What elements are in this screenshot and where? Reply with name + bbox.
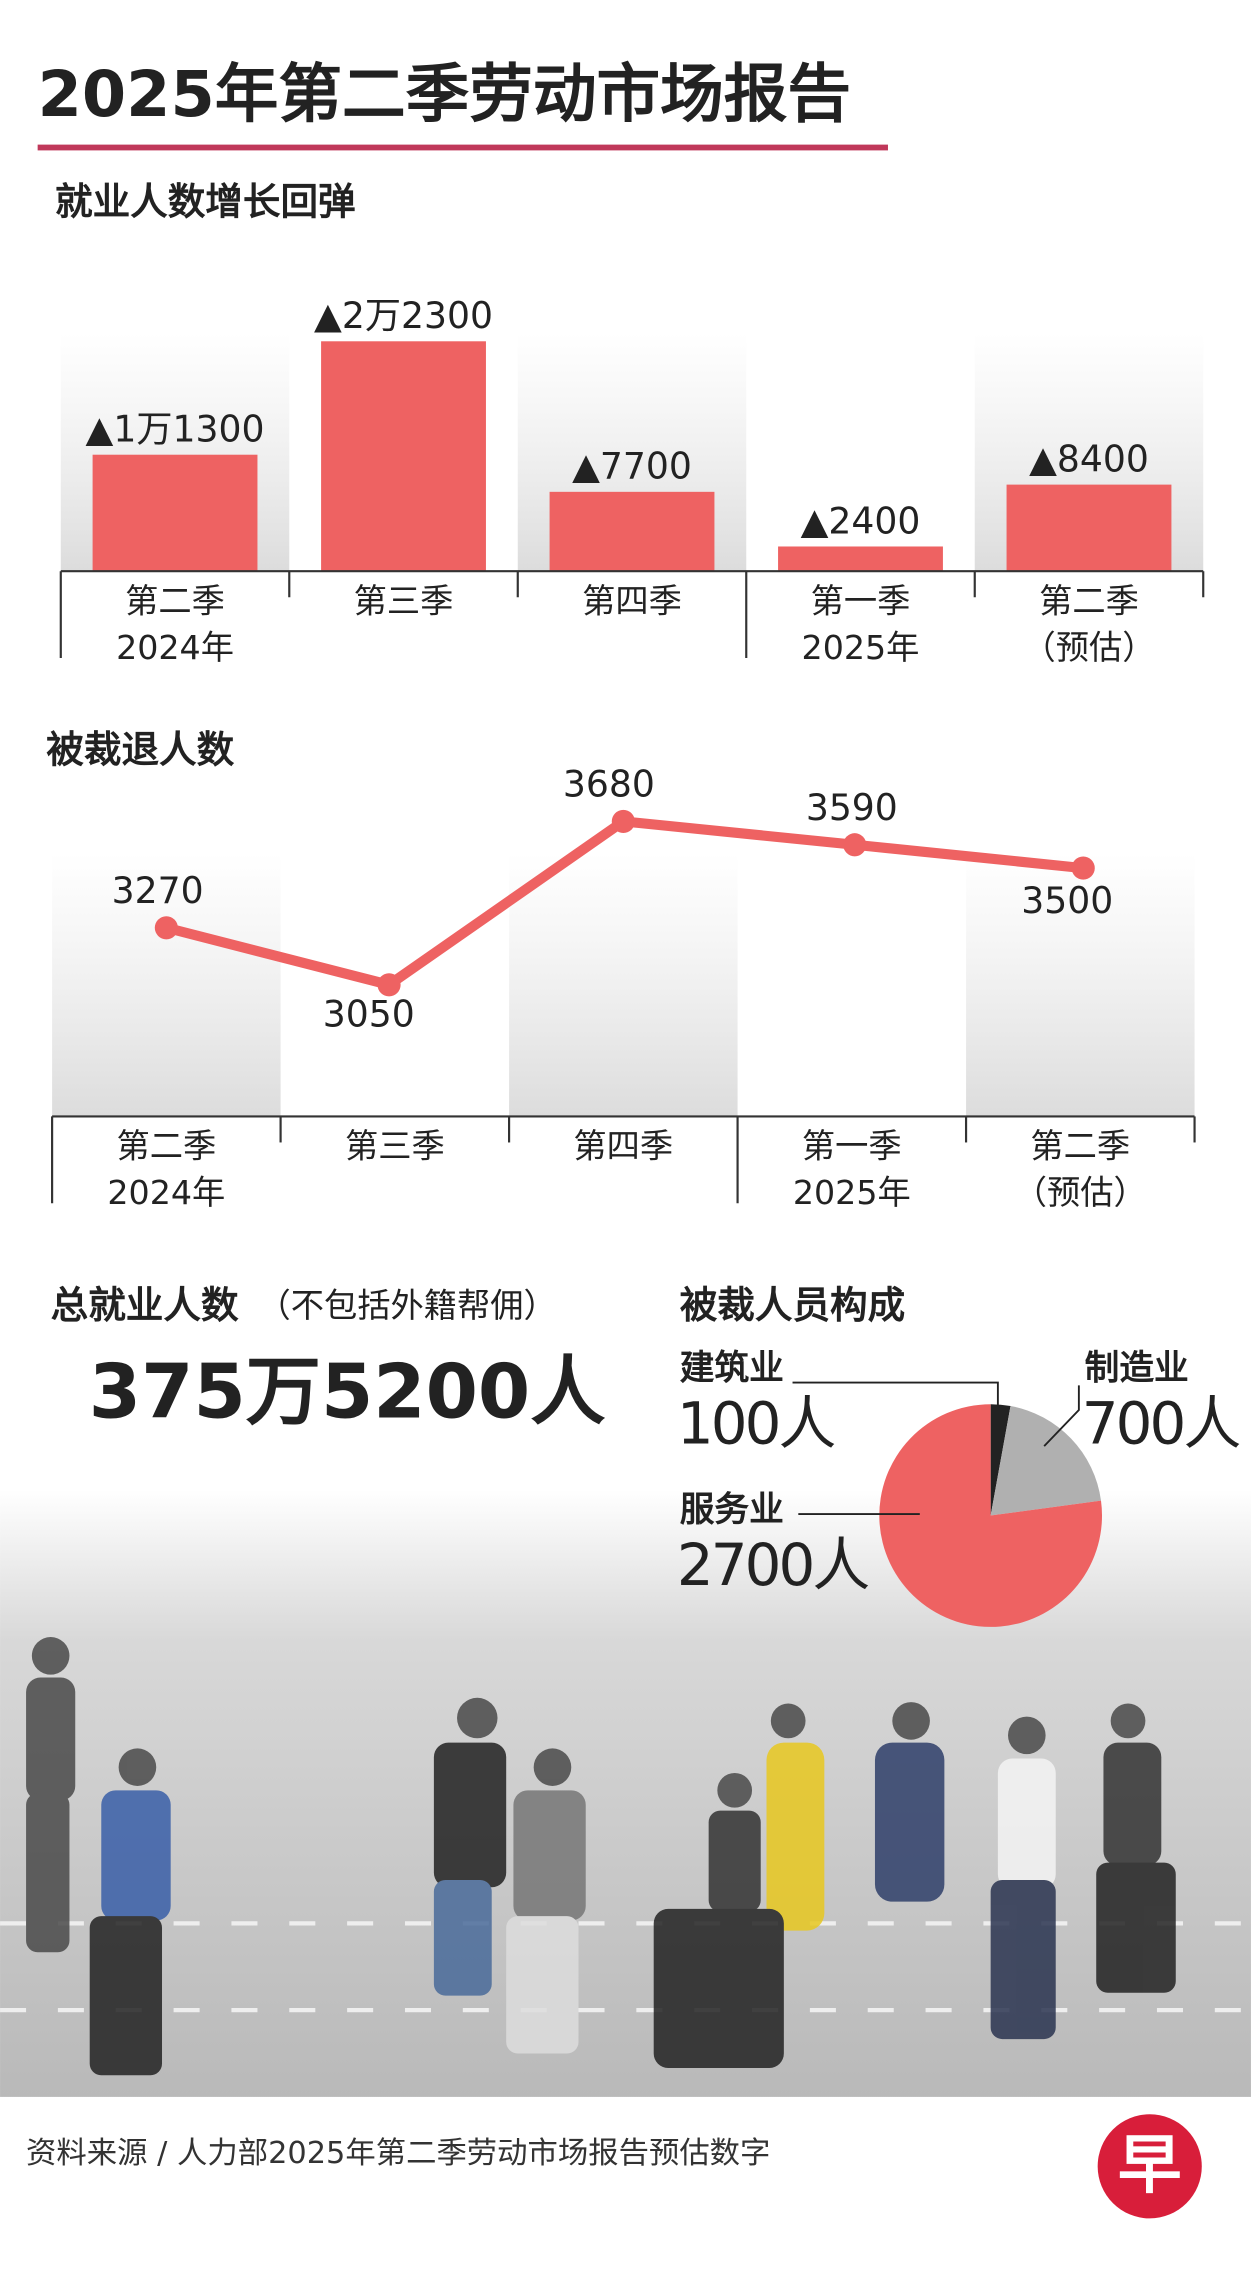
- bar: [321, 341, 486, 572]
- point: [843, 833, 867, 857]
- leader-line: [792, 1381, 999, 1425]
- value-label: ▲8400: [1029, 437, 1149, 480]
- x-tick-label: 2024年: [107, 1173, 225, 1212]
- value-label: ▲1万1300: [86, 408, 265, 451]
- value-label: ▲2400: [801, 499, 921, 542]
- x-tick-label: 第一季: [802, 1127, 902, 1166]
- leader-line: [1043, 1385, 1080, 1447]
- value-label: 2700人: [677, 1531, 869, 1599]
- x-tick-label: 2025年: [793, 1173, 911, 1212]
- value-label: 3590: [806, 786, 898, 829]
- total-note: （不包括外籍帮佣）: [257, 1286, 556, 1325]
- value-label: 3500: [1021, 879, 1113, 922]
- bar: [549, 491, 715, 572]
- x-tick-label: 第二季: [1039, 582, 1139, 621]
- bar: [1006, 484, 1172, 572]
- x-tick-label: 2025年: [802, 628, 920, 667]
- bar: [778, 546, 943, 572]
- x-tick-label: 第四季: [582, 582, 682, 621]
- column-background: [52, 853, 281, 1117]
- value-label: 3270: [112, 869, 204, 912]
- pie-slice: [990, 1405, 1101, 1516]
- title-underline: [37, 144, 888, 151]
- x-tick-label: 第四季: [573, 1127, 673, 1166]
- legend-label: 服务业: [680, 1490, 784, 1530]
- column-background: [966, 853, 1195, 1117]
- logo: 早: [1118, 2129, 1182, 2203]
- point: [611, 809, 635, 833]
- pie-slice: [990, 1404, 1011, 1516]
- chart-title: 就业人数增长回弹: [55, 179, 356, 223]
- pie-slice: [879, 1404, 1103, 1627]
- chart-title: 被裁人员构成: [680, 1283, 905, 1327]
- legend-label: 建筑业: [680, 1348, 784, 1388]
- x-tick-label: 第二季: [1030, 1127, 1130, 1166]
- value-label: ▲2万2300: [314, 294, 493, 337]
- value-label: 700人: [1082, 1389, 1240, 1457]
- total-value: 375万5200人: [89, 1347, 606, 1435]
- point: [377, 973, 401, 997]
- value-label: 3680: [563, 763, 655, 806]
- page-title: 2025年第二季劳动市场报告: [38, 58, 851, 132]
- x-tick-label: （预估）: [1014, 1173, 1147, 1212]
- x-tick-label: 第三季: [345, 1127, 445, 1166]
- point: [154, 916, 178, 940]
- logo-circle: [1097, 2114, 1202, 2219]
- chart-title: 被裁退人数: [46, 727, 234, 771]
- x-tick-label: 第二季: [125, 582, 225, 621]
- value-label: ▲7700: [572, 445, 692, 488]
- legend-label: 制造业: [1085, 1348, 1189, 1388]
- value-label: 100人: [677, 1389, 835, 1457]
- source: 资料来源 / 人力部2025年第二季劳动市场报告预估数字: [26, 2136, 770, 2171]
- x-tick-label: 2024年: [116, 628, 234, 667]
- column-background: [509, 853, 738, 1117]
- total-title: 总就业人数: [51, 1283, 239, 1327]
- x-tick-label: 第一季: [811, 582, 911, 621]
- bar: [92, 454, 258, 572]
- x-tick-label: 第二季: [116, 1127, 216, 1166]
- value-label: 3050: [323, 993, 415, 1036]
- x-tick-label: （预估）: [1022, 628, 1155, 667]
- x-tick-label: 第三季: [354, 582, 454, 621]
- point: [1071, 856, 1095, 880]
